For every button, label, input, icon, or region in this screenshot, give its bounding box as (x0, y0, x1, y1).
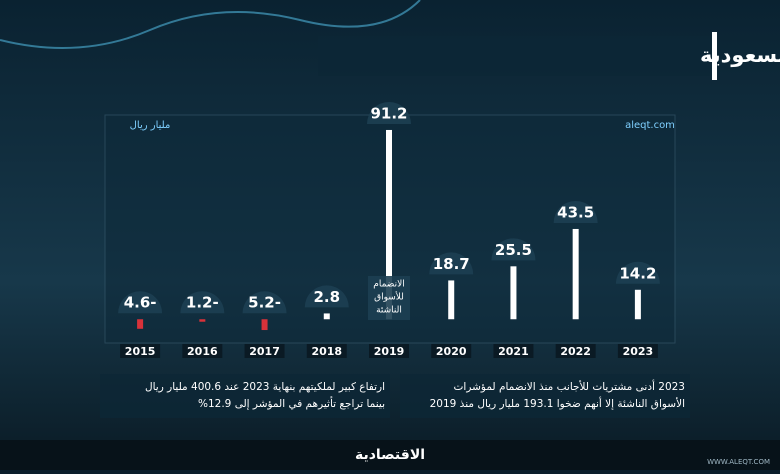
x-tick-label: 2020 (436, 345, 467, 358)
title-accent (712, 32, 717, 80)
bar (386, 129, 392, 320)
title-box (318, 36, 710, 76)
annotation: الانضمام (373, 280, 404, 290)
logo: الاقتصادية (355, 447, 425, 463)
x-tick-box (617, 344, 658, 358)
note: 2023 أدنى مشتريات للأجانب منذ الانضمام ل… (454, 379, 685, 393)
bar (137, 319, 144, 329)
unit-label: مليار ريال (130, 120, 171, 131)
x-tick-box (182, 344, 223, 358)
note: ارتفاع كبير لملكيتهم بنهاية 2023 عند 400… (145, 381, 385, 393)
bar (199, 319, 206, 322)
label-bubble (553, 200, 598, 223)
label-bubble (429, 252, 474, 275)
x-tick-label: 2021 (498, 345, 529, 358)
website: WWW.ALEQT.COM (707, 458, 770, 466)
x-tick-box (555, 344, 596, 358)
x-tick-label: 2023 (623, 345, 654, 358)
x-tick-label: 2016 (187, 345, 218, 358)
label-bubble (304, 285, 349, 308)
bar (510, 266, 517, 320)
label-bubble (242, 291, 287, 314)
bar (634, 289, 641, 320)
footer-bar (0, 440, 780, 470)
x-tick-label: 2022 (560, 345, 591, 358)
x-tick-box (244, 344, 285, 358)
label-bubble (118, 291, 163, 314)
x-tick-label: 2015 (125, 345, 156, 358)
note: الأسواق الناشئة إلا أنهم ضخوا 193.1 مليا… (430, 396, 685, 410)
label-bubble (367, 101, 411, 124)
value-label: 14.2 (619, 264, 656, 282)
note-box (100, 374, 390, 418)
value-label: 1.2- (186, 294, 219, 312)
value-label: 43.5 (557, 203, 594, 221)
annotation-box (368, 276, 410, 320)
label-bubble (180, 291, 225, 314)
note-box (400, 374, 690, 418)
decor-line (0, 0, 421, 49)
bar (448, 280, 455, 320)
source: aleqt.com (625, 120, 675, 131)
bar (572, 228, 579, 320)
annotation: للأسواق (374, 291, 404, 303)
x-tick-label: 2019 (374, 345, 405, 358)
x-tick-box (306, 344, 347, 358)
x-tick-label: 2018 (311, 345, 342, 358)
value-label: 5.2- (248, 294, 281, 312)
value-label: 2.8 (313, 288, 340, 306)
value-label: 4.6- (124, 294, 157, 312)
x-tick-box (431, 344, 472, 358)
value-label: 18.7 (433, 255, 470, 273)
note: بينما تراجع تأثيرهم في المؤشر إلى 12.9% (198, 396, 385, 410)
annotation: الناشئة (376, 306, 402, 316)
x-tick-box (493, 344, 534, 358)
value-label: 25.5 (495, 241, 532, 259)
label-bubble (615, 261, 660, 284)
x-tick-box (120, 344, 161, 358)
bar (261, 319, 268, 331)
bar (323, 313, 330, 320)
x-tick-label: 2017 (249, 345, 280, 358)
label-bubble (491, 238, 536, 261)
chart-title: صافي التدفقات الأجنبية للأسهم السعودية (700, 41, 780, 67)
value-label: 91.2 (370, 104, 407, 122)
x-tick-box (369, 344, 409, 358)
